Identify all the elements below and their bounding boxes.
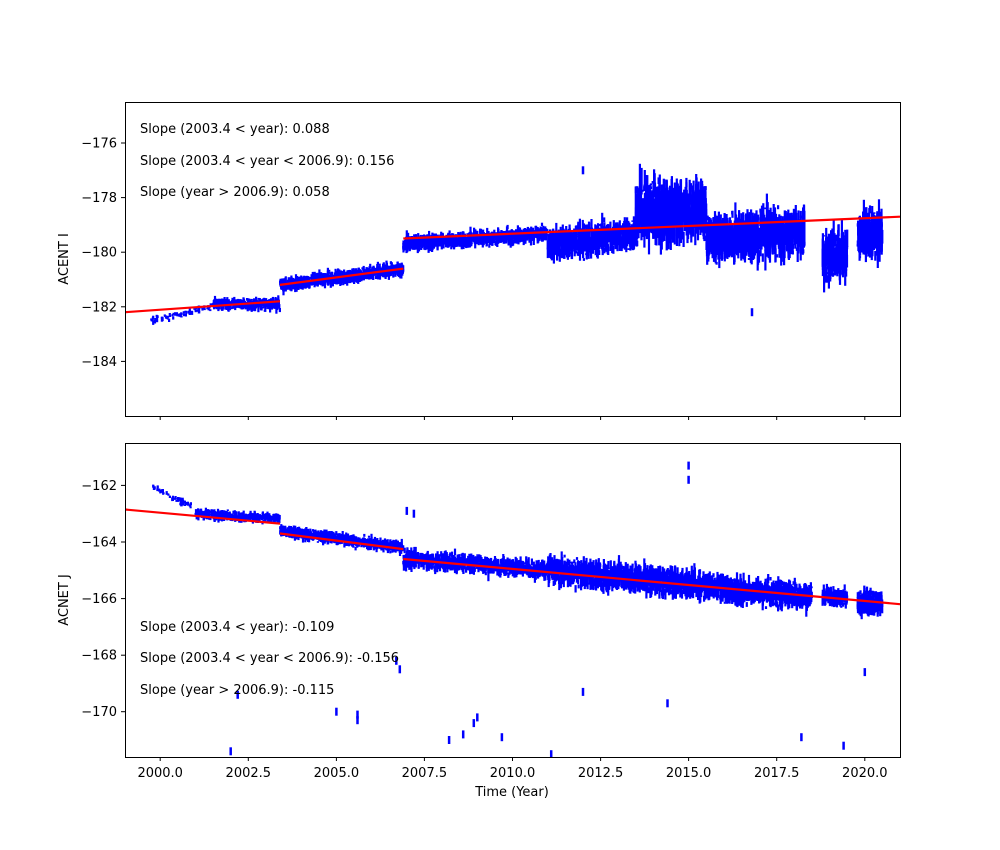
- panel-acent-i: −176−178−180−182−184 ACENT I Slope (2003…: [57, 102, 901, 420]
